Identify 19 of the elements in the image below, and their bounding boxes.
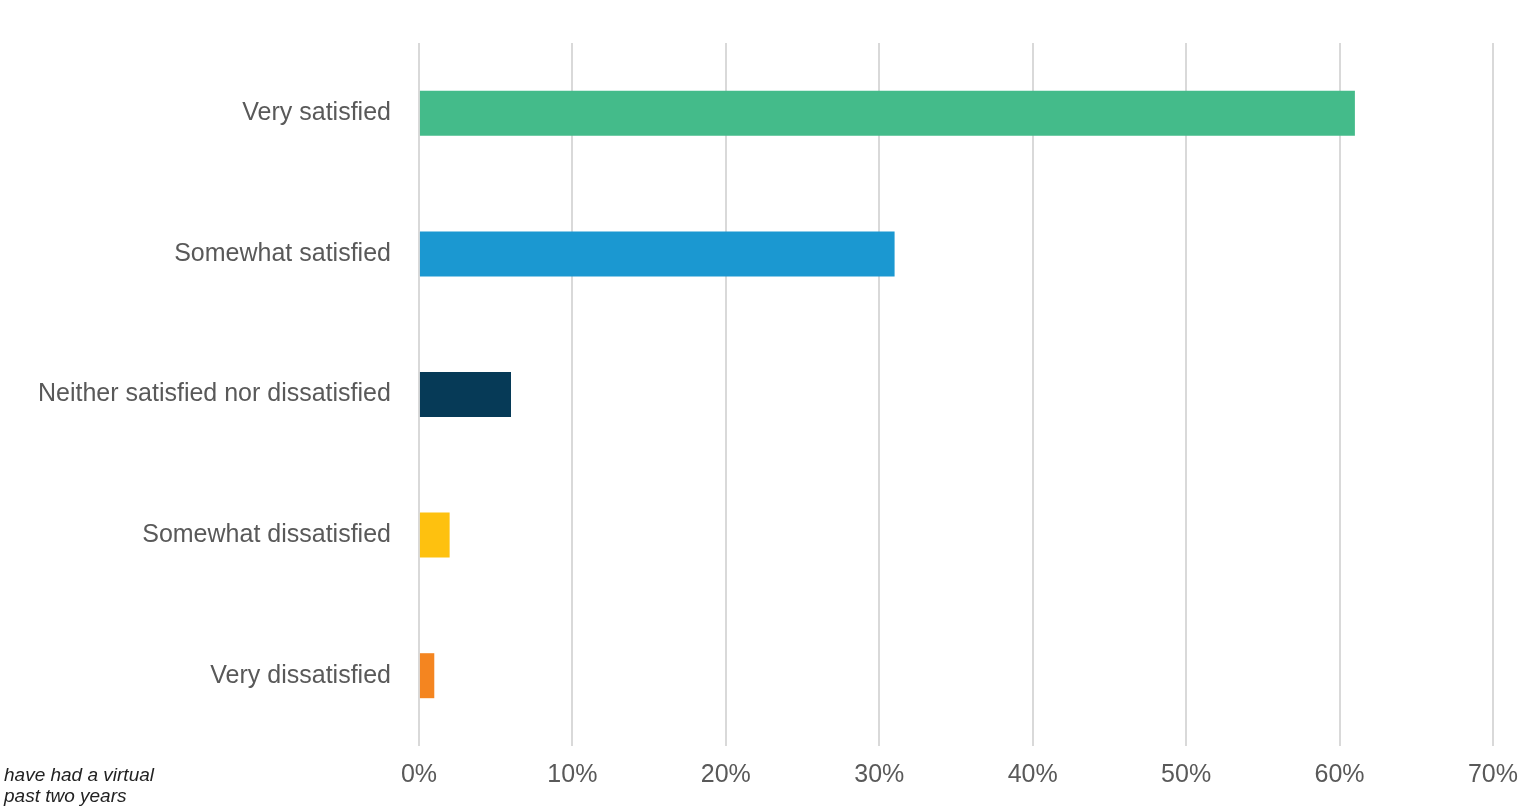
x-tick-label: 20% (700, 758, 751, 787)
y-tick-label: Very satisfied (242, 97, 391, 126)
bar (419, 653, 435, 699)
y-tick-label: Somewhat satisfied (174, 237, 391, 266)
x-tick-label: 70% (1467, 758, 1519, 787)
x-tick-label: 40% (1007, 758, 1058, 787)
y-tick-label: Very dissatisfied (210, 659, 391, 688)
x-tick-label: 60% (1314, 758, 1365, 787)
y-tick-label: Neither satisfied nor dissatisfied (37, 378, 391, 407)
bar (419, 372, 511, 417)
x-tick-label: 10% (547, 758, 598, 787)
bar (419, 512, 450, 558)
x-tick-label: 0% (400, 758, 438, 787)
text: have had a virtual past two years (4, 764, 154, 806)
y-tick-label: Somewhat dissatisfied (142, 518, 391, 547)
bar (419, 90, 1355, 136)
bar (419, 231, 895, 277)
x-tick-label: 50% (1161, 758, 1212, 787)
x-tick-label: 30% (854, 758, 905, 787)
